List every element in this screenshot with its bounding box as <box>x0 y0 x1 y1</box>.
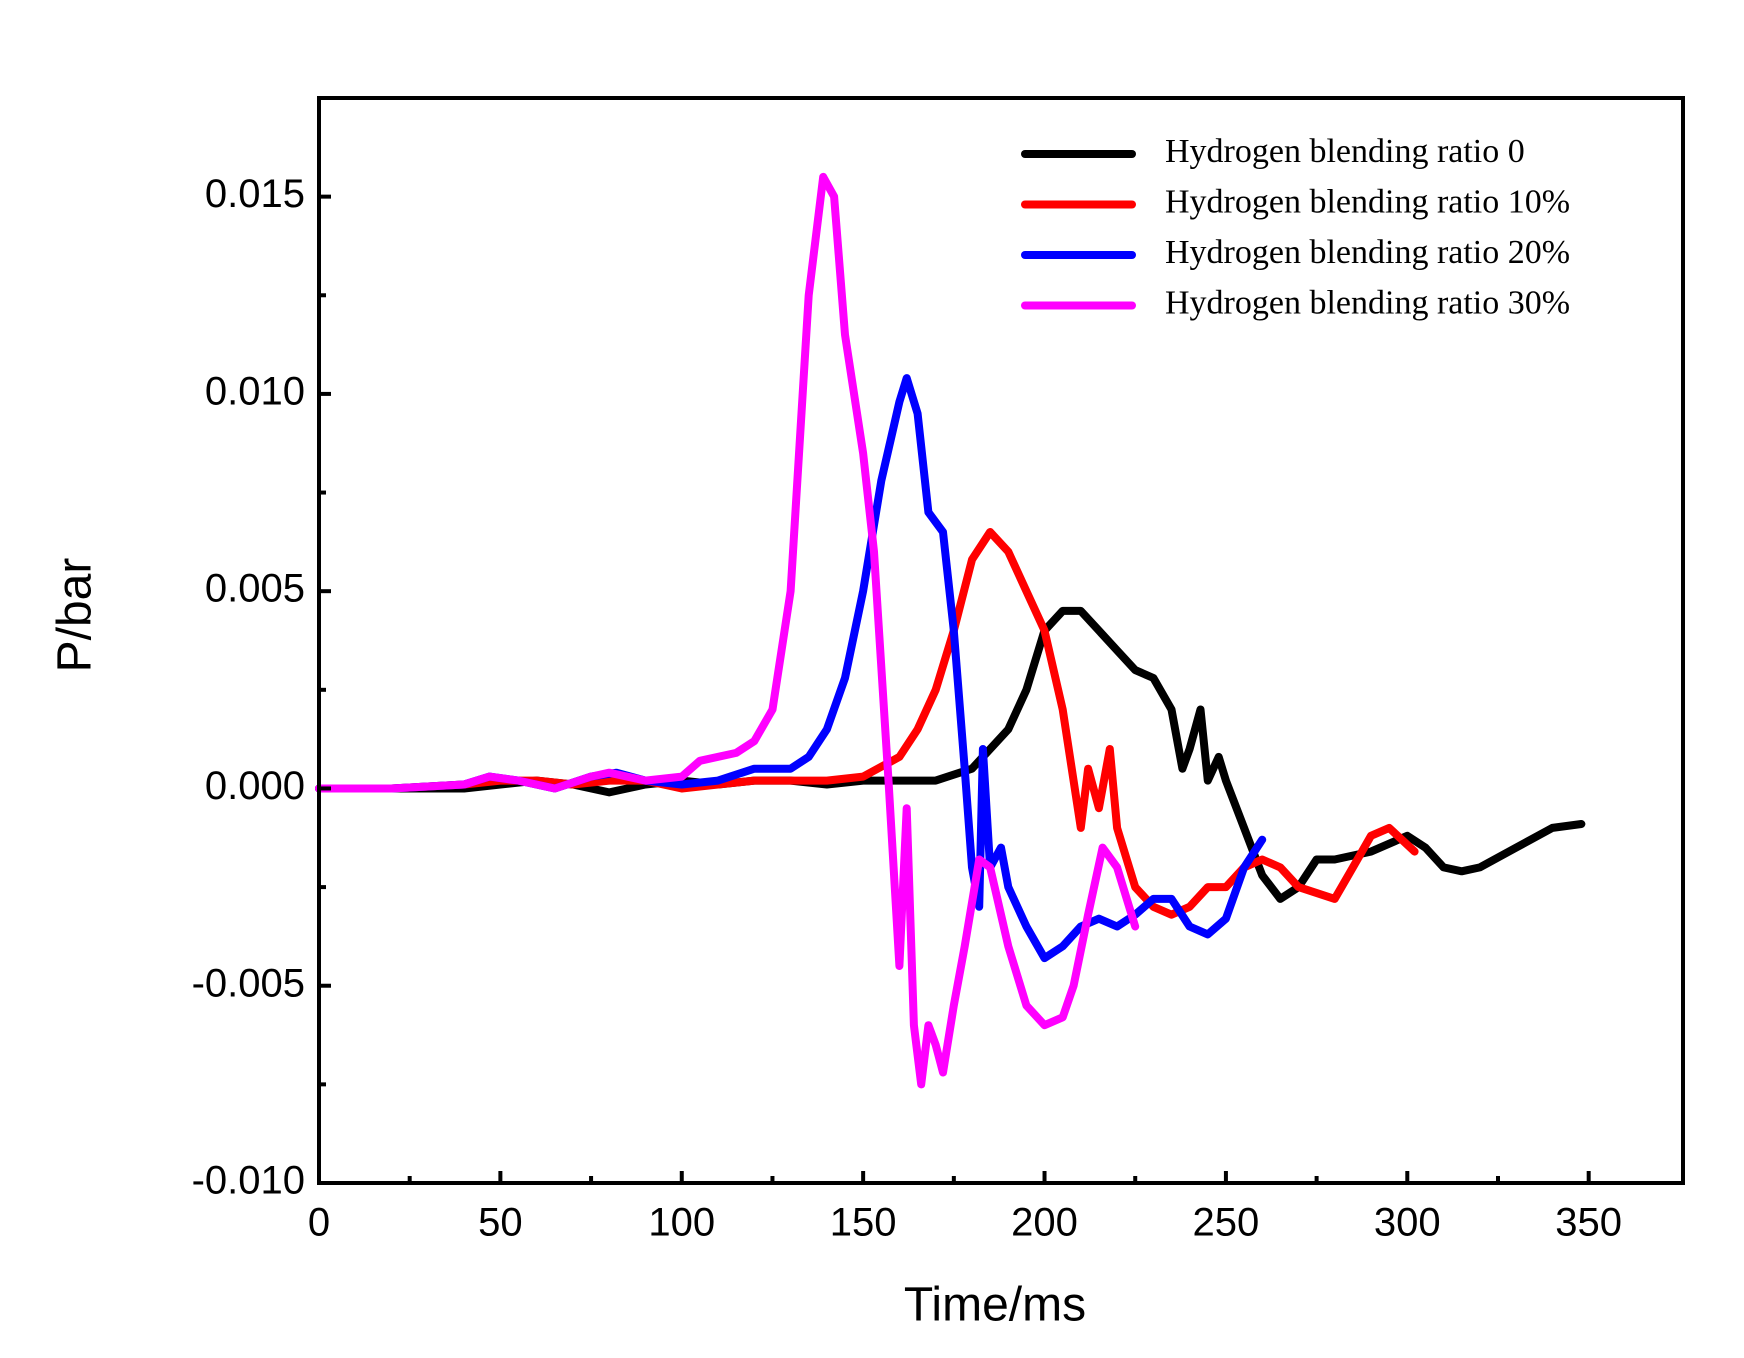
y-tick-label: -0.005 <box>192 961 305 1005</box>
y-tick-label: 0.010 <box>205 369 305 413</box>
x-tick-label: 50 <box>478 1201 523 1245</box>
legend-label: Hydrogen blending ratio 0 <box>1165 133 1525 170</box>
y-axis-label: P/bar <box>49 558 102 673</box>
data-line <box>315 172 1140 1089</box>
legend-label: Hydrogen blending ratio 20% <box>1165 234 1570 271</box>
legend-label: Hydrogen blending ratio 30% <box>1165 284 1570 321</box>
x-tick-label: 250 <box>1193 1201 1260 1245</box>
plot-frame <box>317 96 1685 1185</box>
x-axis-label: Time/ms <box>904 1279 1086 1332</box>
x-tick-label: 0 <box>308 1201 330 1245</box>
y-tick-label: 0.015 <box>205 172 305 216</box>
y-tick-label: 0.005 <box>205 567 305 611</box>
x-tick-label: 150 <box>830 1201 897 1245</box>
legend-label: Hydrogen blending ratio 10% <box>1165 183 1570 220</box>
x-tick-label: 350 <box>1555 1201 1622 1245</box>
y-tick-label: -0.010 <box>192 1159 305 1203</box>
x-tick-label: 200 <box>1011 1201 1078 1245</box>
y-tick-label: 0.000 <box>205 764 305 808</box>
x-tick-label: 100 <box>648 1201 715 1245</box>
x-tick-label: 300 <box>1374 1201 1441 1245</box>
